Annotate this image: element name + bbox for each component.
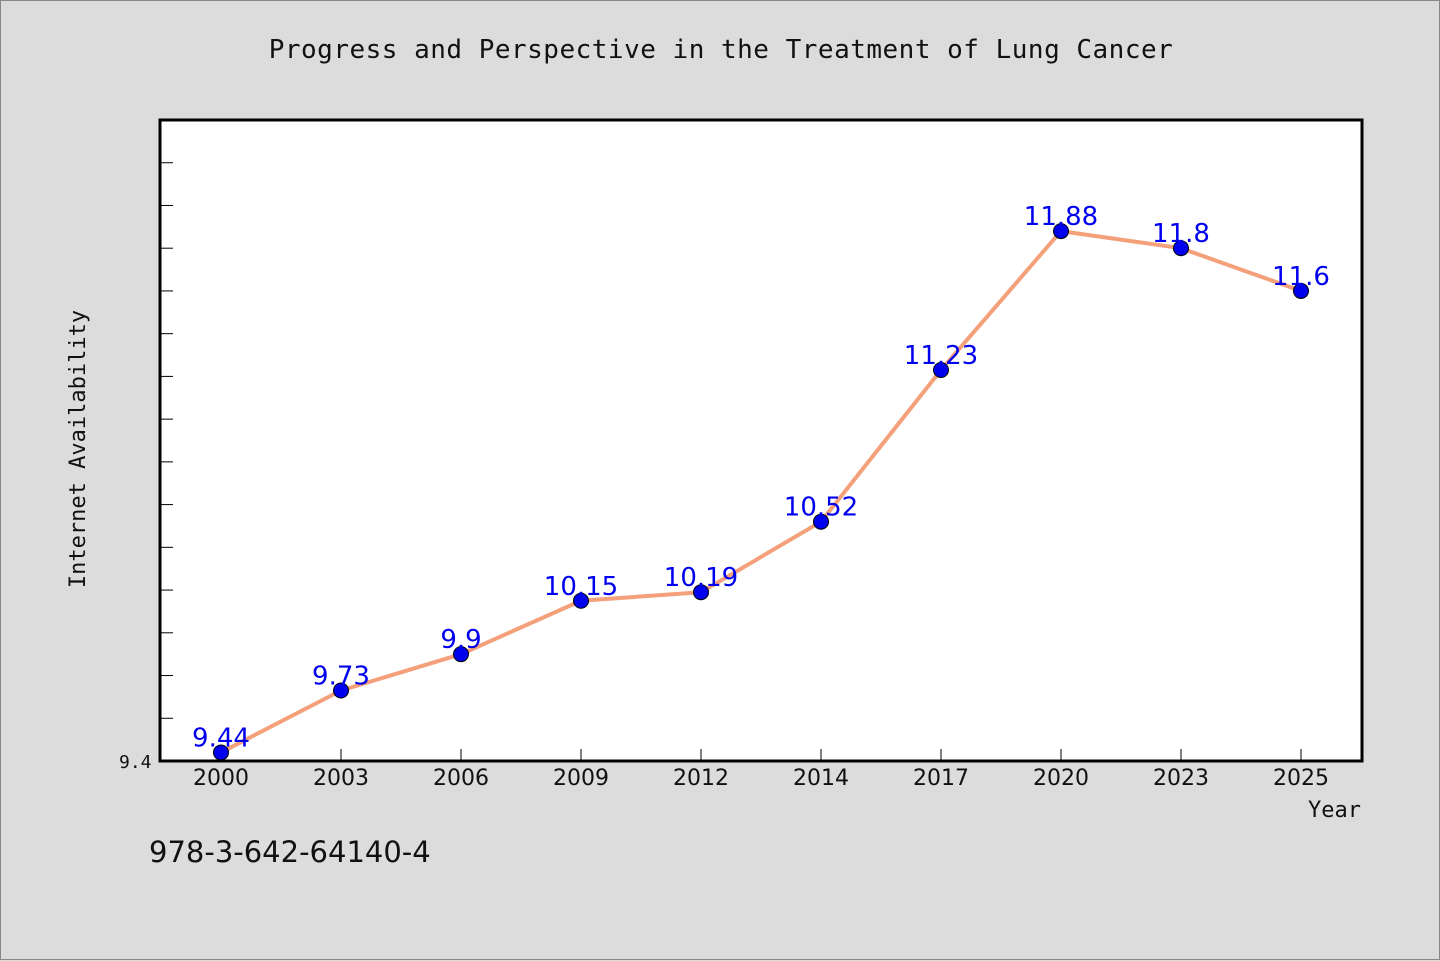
data-label: 10.19 <box>664 563 738 593</box>
data-label: 11.88 <box>1024 202 1098 232</box>
x-tick-label: 2009 <box>553 766 609 791</box>
data-point <box>1173 240 1189 257</box>
data-point <box>933 361 949 378</box>
x-tick-label: 2025 <box>1273 766 1329 791</box>
x-axis-tick-labels: 2000 2003 2006 2009 2012 2014 2017 2020 2023 2025 <box>193 766 1329 791</box>
data-point <box>453 646 469 663</box>
isbn-text: 978-3-642-64140-4 <box>149 835 431 869</box>
data-label: 11.6 <box>1272 262 1330 292</box>
y-axis-label: Internet Availability <box>66 310 91 588</box>
data-point <box>693 584 709 601</box>
y-axis-min-label: 9.4 <box>119 752 152 773</box>
data-point <box>813 513 829 530</box>
x-tick-label: 2000 <box>193 766 249 791</box>
data-label: 9.9 <box>440 625 481 655</box>
x-tick-label: 2012 <box>673 766 729 791</box>
data-label: 11.8 <box>1152 219 1210 249</box>
data-label: 9.44 <box>192 723 250 753</box>
x-tick-label: 2017 <box>913 766 969 791</box>
data-label: 9.73 <box>312 661 370 691</box>
data-label: 10.15 <box>544 572 618 602</box>
chart-title: Progress and Perspective in the Treatmen… <box>268 35 1174 65</box>
data-markers <box>213 223 1309 761</box>
x-tick-label: 2014 <box>793 766 849 791</box>
x-tick-label: 2020 <box>1033 766 1089 791</box>
x-tick-label: 2003 <box>313 766 369 791</box>
plot-area <box>158 118 1364 763</box>
data-label: 10.52 <box>784 493 858 523</box>
x-axis-label: Year <box>1308 798 1361 823</box>
x-tick-label: 2006 <box>433 766 489 791</box>
y-axis-ticks <box>160 162 173 762</box>
data-labels: 9.44 9.73 9.9 10.15 10.19 10.52 11.23 11.88 11.8… <box>192 202 1330 753</box>
series-line <box>220 229 1302 755</box>
data-point <box>213 744 229 761</box>
data-label: 11.23 <box>904 341 978 371</box>
data-point <box>573 592 589 609</box>
data-point <box>333 682 349 699</box>
data-point <box>1293 282 1309 299</box>
data-point <box>1053 223 1069 240</box>
x-tick-label: 2023 <box>1153 766 1209 791</box>
